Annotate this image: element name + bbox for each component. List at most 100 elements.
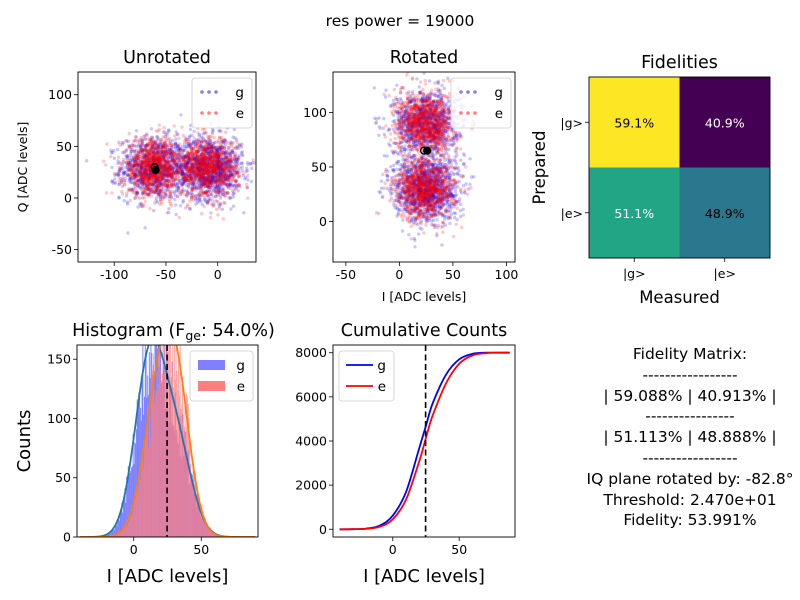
- unrotated-point-g: [240, 161, 244, 165]
- unrotated-point-g: [134, 135, 139, 139]
- unrotated-point-g: [200, 202, 204, 207]
- unrotated-point-g: [178, 204, 183, 208]
- unrotated-point-g: [163, 145, 167, 150]
- unrotated-point-g: [138, 145, 143, 149]
- unrotated-point-g: [193, 155, 198, 160]
- unrotated-point-g: [169, 175, 173, 179]
- unrotated-point-e: [221, 200, 226, 205]
- unrotated-point-g: [154, 176, 159, 181]
- unrotated-point-e: [219, 129, 223, 133]
- unrotated-point-g: [160, 164, 164, 168]
- unrotated-point-g: [218, 171, 223, 175]
- rotated-point-g: [427, 79, 432, 83]
- unrotated-point-g: [240, 168, 245, 173]
- unrotated-point-e: [119, 162, 123, 166]
- unrotated-point-g: [121, 160, 125, 164]
- unrotated-point-g: [224, 163, 228, 168]
- unrotated-point-e: [198, 143, 203, 148]
- unrotated-point-g: [165, 174, 169, 178]
- unrotated-point-g: [207, 159, 212, 164]
- unrotated-point-g: [204, 191, 208, 195]
- unrotated-point-e: [104, 163, 108, 167]
- unrotated-point-g: [126, 231, 130, 235]
- unrotated-point-g: [231, 204, 236, 208]
- unrotated-point-g: [143, 137, 147, 141]
- unrotated-point-g: [182, 148, 186, 153]
- unrotated-xtick-label: -100: [100, 267, 128, 282]
- unrotated-point-e: [192, 136, 196, 140]
- unrotated-point-g: [116, 159, 120, 163]
- unrotated-point-g: [129, 145, 134, 149]
- unrotated-point-g: [147, 187, 151, 192]
- unrotated-point-g: [199, 153, 203, 157]
- unrotated-point-g: [232, 173, 237, 178]
- unrotated-point-g: [209, 173, 214, 177]
- unrotated-point-g: [146, 163, 151, 167]
- unrotated-point-g: [135, 169, 139, 173]
- unrotated-point-g: [144, 152, 149, 156]
- unrotated-point-g: [165, 178, 169, 182]
- unrotated-point-e: [119, 169, 123, 173]
- unrotated-point-g: [225, 166, 229, 170]
- unrotated-point-g: [229, 160, 233, 164]
- unrotated-point-g: [163, 142, 167, 146]
- unrotated-point-g: [214, 149, 219, 153]
- unrotated-point-g: [225, 161, 229, 165]
- unrotated-point-g: [176, 132, 180, 136]
- unrotated-point-e: [246, 173, 250, 178]
- unrotated-point-g: [174, 141, 178, 146]
- unrotated-point-g: [228, 182, 232, 186]
- unrotated-point-g: [138, 171, 143, 175]
- unrotated-point-g: [217, 163, 221, 167]
- unrotated-point-e: [186, 203, 190, 207]
- unrotated-point-g: [143, 186, 148, 191]
- unrotated-point-g: [124, 138, 128, 143]
- unrotated-point-g: [220, 138, 224, 142]
- unrotated-point-g: [109, 148, 113, 153]
- unrotated-point-g: [219, 172, 223, 176]
- unrotated-point-g: [220, 207, 225, 211]
- unrotated-point-g: [202, 172, 206, 176]
- unrotated-point-g: [217, 166, 222, 171]
- unrotated-point-g: [176, 170, 180, 175]
- unrotated-point-g: [203, 178, 207, 182]
- unrotated-point-g: [207, 142, 211, 147]
- rotated-point-g: [442, 86, 446, 91]
- unrotated-point-g: [206, 162, 210, 166]
- unrotated-point-g: [229, 182, 233, 187]
- unrotated-point-g: [168, 173, 172, 177]
- unrotated-point-g: [204, 155, 208, 159]
- unrotated-point-g: [199, 162, 203, 166]
- unrotated-point-g: [219, 151, 223, 155]
- unrotated-point-g: [141, 182, 145, 186]
- unrotated-point-g: [169, 182, 173, 186]
- unrotated-point-g: [129, 177, 133, 181]
- unrotated-point-e: [145, 132, 149, 136]
- unrotated-point-g: [185, 192, 190, 196]
- unrotated-point-g: [201, 156, 205, 160]
- unrotated-point-g: [231, 166, 235, 170]
- unrotated-point-g: [221, 192, 225, 197]
- unrotated-point-g: [177, 165, 181, 169]
- unrotated-point-g: [212, 175, 216, 179]
- unrotated-point-g: [139, 174, 143, 178]
- unrotated-point-g: [204, 150, 208, 155]
- unrotated-point-g: [182, 176, 186, 181]
- unrotated-point-g: [214, 179, 219, 183]
- unrotated-point-g: [145, 163, 149, 168]
- unrotated-point-e: [209, 159, 213, 163]
- unrotated-point-g: [197, 164, 202, 168]
- unrotated-point-g: [126, 163, 130, 167]
- unrotated-point-g: [203, 130, 207, 134]
- unrotated-point-g: [164, 173, 168, 178]
- unrotated-point-e: [141, 192, 145, 197]
- unrotated-point-g: [204, 181, 208, 185]
- unrotated-point-g: [182, 179, 187, 183]
- unrotated-point-e: [229, 164, 233, 168]
- unrotated-point-g: [85, 159, 89, 163]
- unrotated-point-g: [207, 166, 211, 170]
- unrotated-point-g: [200, 193, 204, 198]
- unrotated-point-g: [167, 173, 171, 177]
- unrotated-point-g: [161, 174, 165, 178]
- unrotated-point-g: [187, 135, 191, 139]
